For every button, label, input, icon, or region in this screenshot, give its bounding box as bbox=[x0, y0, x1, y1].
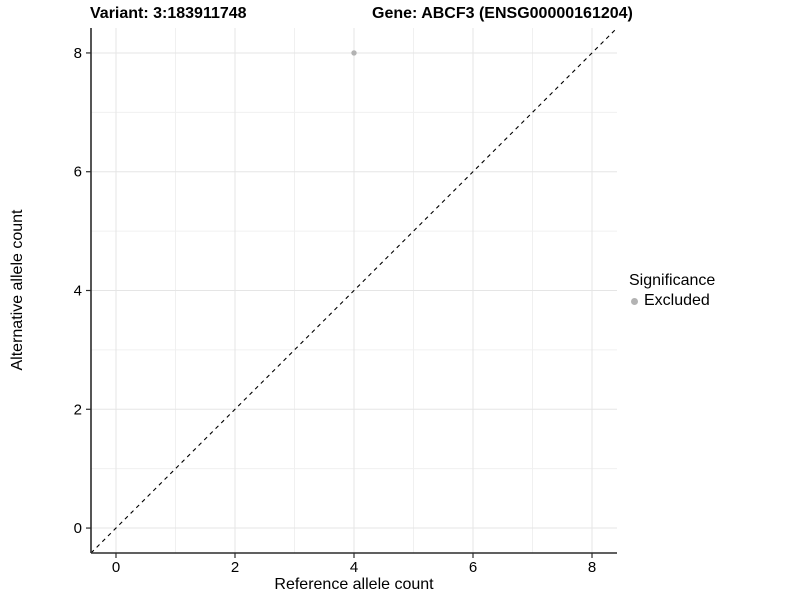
y-axis-title: Alternative allele count bbox=[9, 209, 26, 371]
y-tick-label: 6 bbox=[74, 164, 82, 181]
x-tick-label: 8 bbox=[588, 559, 596, 576]
x-tick-label: 6 bbox=[469, 559, 477, 576]
legend-title: Significance bbox=[629, 272, 716, 289]
y-tick-label: 8 bbox=[74, 45, 82, 62]
variant-title: Variant: 3:183911748 bbox=[90, 5, 247, 22]
significance-legend: Significance Excluded bbox=[629, 272, 715, 310]
x-tick-label: 0 bbox=[112, 559, 120, 576]
y-tick-label: 2 bbox=[74, 401, 82, 418]
gene-title: Gene: ABCF3 (ENSG00000161204) bbox=[372, 5, 633, 22]
legend-item-label: Excluded bbox=[644, 292, 710, 309]
identity-reference-line bbox=[90, 27, 618, 554]
x-tick-label: 2 bbox=[231, 559, 239, 576]
y-tick-label: 4 bbox=[74, 283, 82, 300]
x-axis-title: Reference allele count bbox=[274, 576, 434, 593]
legend-point-marker bbox=[631, 297, 638, 305]
data-point bbox=[351, 50, 357, 56]
x-tick-label: 4 bbox=[350, 559, 358, 576]
legend-item-excluded: Excluded bbox=[629, 292, 715, 310]
y-tick-label: 0 bbox=[74, 520, 82, 537]
